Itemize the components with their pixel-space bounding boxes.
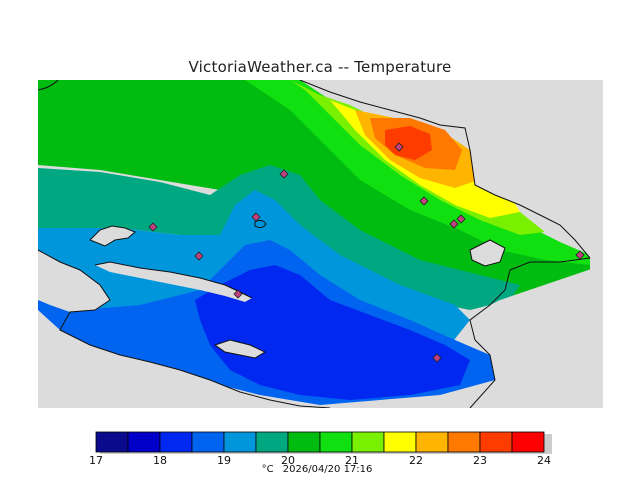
legend-swatch	[512, 432, 544, 452]
legend-swatch	[128, 432, 160, 452]
legend-swatch	[416, 432, 448, 452]
legend-swatch	[256, 432, 288, 452]
timestamp-label: 2026/04/20 17:16	[283, 464, 373, 475]
legend-swatch	[448, 432, 480, 452]
legend-swatch	[480, 432, 512, 452]
units-label: °C	[262, 464, 274, 475]
legend-swatch	[96, 432, 128, 452]
legend-swatch	[352, 432, 384, 452]
legend-swatch	[192, 432, 224, 452]
legend-swatch	[224, 432, 256, 452]
legend-swatch	[160, 432, 192, 452]
legend-swatch	[320, 432, 352, 452]
units-timestamp-caption: °C 2026/04/20 17:16	[0, 464, 640, 475]
legend-bars	[96, 432, 552, 454]
legend-swatch	[288, 432, 320, 452]
legend-swatch	[384, 432, 416, 452]
